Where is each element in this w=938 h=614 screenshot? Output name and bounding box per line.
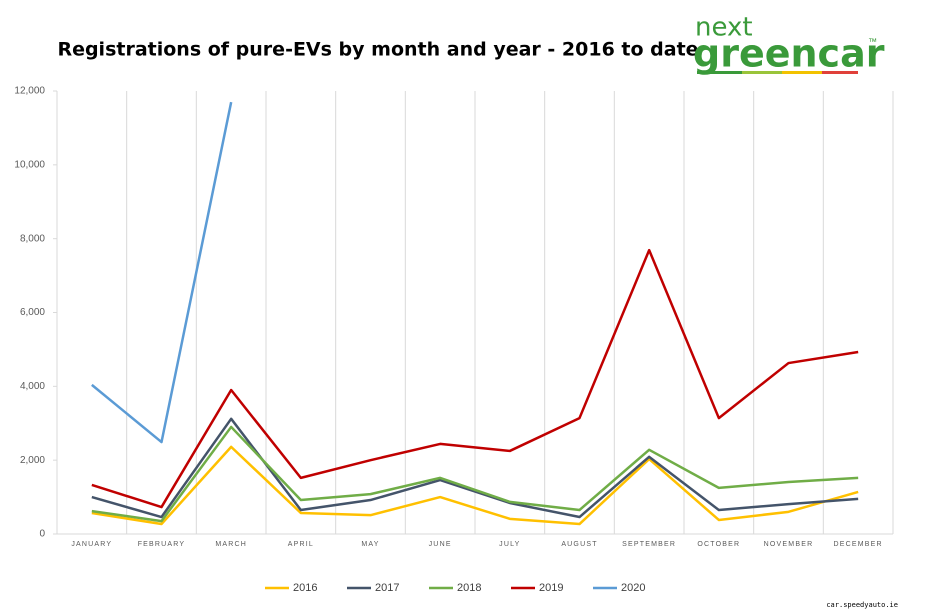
- logo-bar: [782, 71, 822, 74]
- x-tick-label: AUGUST: [561, 541, 597, 548]
- y-tick-label: 0: [39, 529, 45, 540]
- logo-main: greencar: [693, 32, 885, 76]
- logo-tm: ™: [868, 36, 877, 46]
- logo: next greencar ™: [693, 13, 885, 76]
- x-tick-label: MAY: [361, 541, 379, 548]
- y-tick-label: 8,000: [20, 233, 45, 244]
- x-tick-label: DECEMBER: [834, 541, 883, 548]
- y-tick-label: 12,000: [14, 86, 45, 97]
- x-tick-label: NOVEMBER: [764, 541, 814, 548]
- logo-bar: [697, 71, 742, 74]
- logo-bar: [822, 71, 858, 74]
- x-tick-label: MARCH: [215, 541, 247, 548]
- series-line: [91, 101, 233, 444]
- legend-label: 2016: [293, 582, 317, 594]
- x-tick-label: JANUARY: [71, 541, 112, 548]
- y-tick-label: 4,000: [20, 381, 45, 392]
- x-tick-label: SEPTEMBER: [622, 541, 676, 548]
- y-tick-label: 2,000: [20, 455, 45, 466]
- watermark: car.speedyauto.ie: [826, 601, 898, 609]
- logo-bar: [742, 71, 782, 74]
- chart-title: Registrations of pure-EVs by month and y…: [57, 39, 698, 61]
- y-tick-label: 6,000: [20, 307, 45, 318]
- legend-label: 2017: [375, 582, 399, 594]
- legend-label: 2020: [621, 582, 645, 594]
- x-tick-label: JUNE: [429, 541, 452, 548]
- series-line: [91, 425, 859, 523]
- logo-top: next: [695, 13, 753, 43]
- x-tick-label: JULY: [499, 541, 520, 548]
- legend-label: 2019: [539, 582, 563, 594]
- y-tick-label: 10,000: [14, 159, 45, 170]
- series-line: [91, 248, 859, 509]
- x-tick-label: OCTOBER: [697, 541, 740, 548]
- series-line: [91, 445, 859, 526]
- x-tick-label: FEBRUARY: [138, 541, 186, 548]
- x-tick-label: APRIL: [288, 541, 314, 548]
- legend-label: 2018: [457, 582, 481, 594]
- series-line: [91, 417, 859, 519]
